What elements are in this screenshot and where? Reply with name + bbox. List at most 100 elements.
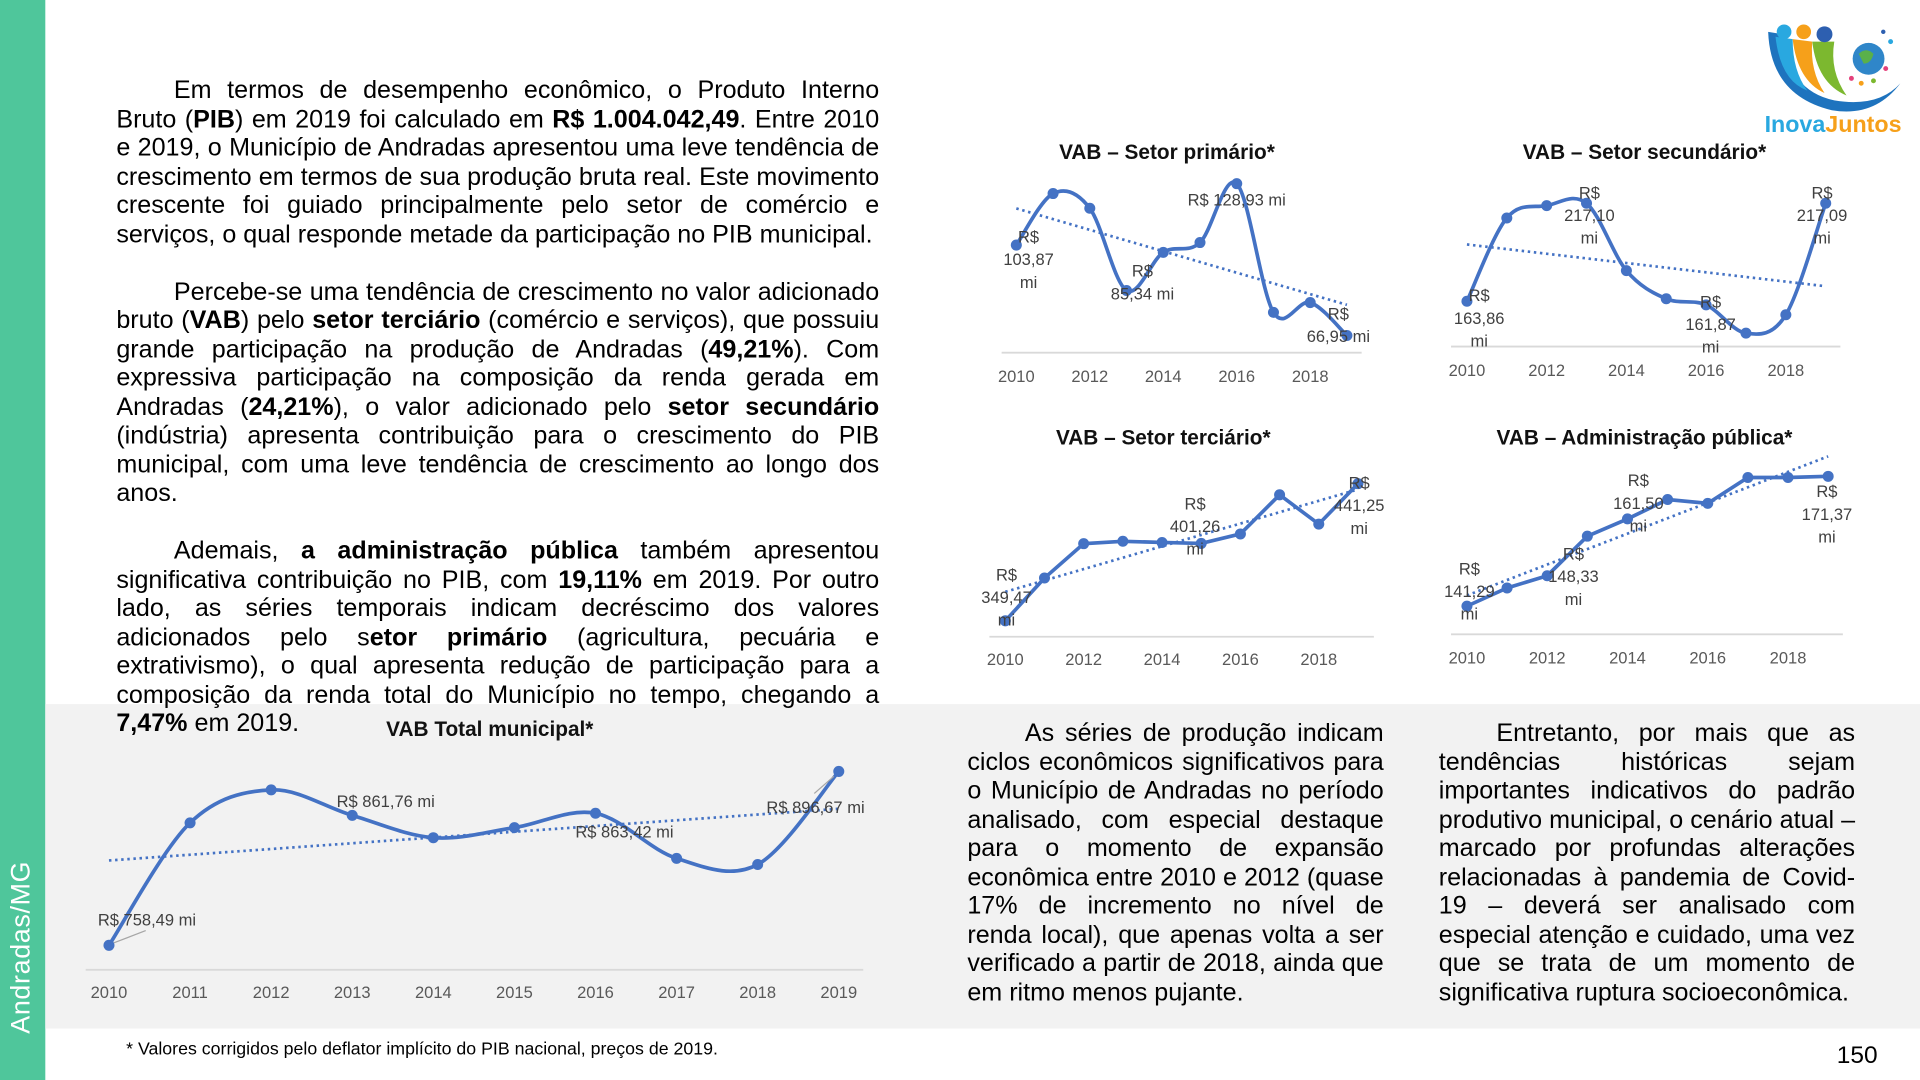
bold-text: VAB — [189, 306, 241, 335]
data-point — [1267, 306, 1279, 318]
data-label-line: mi — [1818, 527, 1835, 546]
footnote: * Valores corrigidos pelo deflator implí… — [126, 1039, 718, 1060]
data-label-line: R$ 863,42 mi — [575, 823, 673, 842]
data-point — [1621, 513, 1633, 525]
data-label-line: R$ — [1328, 305, 1349, 324]
series-line — [1465, 196, 1828, 336]
bold-text: 24,21% — [248, 392, 334, 421]
x-tick-label: 2010 — [1449, 361, 1486, 380]
data-label-line: 163,86 — [1454, 309, 1505, 328]
data-point — [1822, 470, 1834, 482]
data-point — [1581, 530, 1593, 542]
data-label-line: 148,33 — [1548, 567, 1599, 586]
data-point — [184, 817, 196, 829]
data-label: R$ 148,33 mi — [1548, 545, 1599, 609]
data-point — [1700, 299, 1712, 311]
data-point — [1702, 497, 1714, 509]
data-label-line: R$ — [1132, 262, 1153, 281]
x-tick-label: 2018 — [1767, 361, 1804, 380]
data-label-line: mi — [1470, 332, 1487, 351]
bottom-text-col2: Entretanto, por mais que as tendências h… — [1439, 719, 1855, 1007]
data-point — [1780, 309, 1792, 321]
x-tick-label: 2014 — [1145, 367, 1182, 386]
x-tick-label: 2018 — [739, 983, 776, 1002]
chart-primario: VAB – Setor primário* 2010 2012 2014 2016 201… — [998, 141, 1370, 386]
bold-text: etor primário — [369, 622, 548, 651]
data-label: R$ 141,29 mi — [1444, 559, 1495, 623]
data-point — [1541, 570, 1553, 582]
data-point — [1084, 202, 1096, 214]
chart-total: VAB Total municipal* 2010 2011 2012 2013 2014… — [85, 718, 865, 1002]
data-label-line: mi — [1813, 229, 1830, 248]
data-label-line: R$ — [1700, 292, 1721, 311]
data-label-line: R$ — [1459, 559, 1480, 578]
data-label-line: mi — [1020, 273, 1037, 292]
x-tick-label: 2012 — [1065, 650, 1102, 669]
data-label: R$ 217,10 mi — [1564, 183, 1615, 247]
text-run: Percebe-se uma tendência de crescimento … — [116, 277, 880, 335]
data-label-line: R$ — [1563, 545, 1584, 564]
bold-text: setor terciário — [312, 306, 481, 335]
bold-text: a administração pública — [300, 536, 618, 565]
x-tick-label: 2018 — [1292, 367, 1329, 386]
data-point — [1157, 246, 1169, 258]
trendline — [1015, 207, 1348, 307]
data-label-line: mi — [1581, 229, 1598, 248]
data-point — [1047, 188, 1059, 200]
data-label-line: R$ — [1816, 482, 1837, 501]
leader-line — [813, 775, 835, 794]
data-label: R$ 128,93 mi — [1188, 191, 1286, 210]
trendline — [1466, 243, 1826, 288]
data-point — [999, 615, 1011, 627]
data-label-line: 349,47 — [981, 588, 1032, 607]
data-label-line: 103,87 — [1003, 250, 1054, 269]
paragraph: Em termos de desempenho econômico, o Pro… — [116, 76, 879, 249]
data-label: R$ 161,87 mi — [1685, 292, 1736, 356]
data-point — [1234, 528, 1246, 540]
x-tick-label: 2012 — [1071, 367, 1108, 386]
data-label-line: mi — [998, 611, 1015, 630]
data-label: R$ 171,37 mi — [1802, 482, 1853, 546]
x-tick-label: 2018 — [1300, 650, 1337, 669]
bold-text: 49,21% — [708, 334, 794, 364]
x-tick-label: 2010 — [1449, 649, 1486, 668]
data-label-line: 217,10 — [1564, 206, 1615, 225]
x-tick-label: 2010 — [987, 650, 1024, 669]
chart-title: VAB – Setor terciário* — [1056, 426, 1271, 449]
paragraph: Ademais, a administração pública também … — [116, 536, 879, 737]
data-label-line: mi — [1350, 519, 1367, 538]
text-run: Em termos de desempenho econômico, o Pro… — [116, 75, 880, 133]
data-point — [1341, 330, 1353, 342]
data-label-line: R$ — [1349, 474, 1370, 493]
x-tick-label: 2011 — [172, 983, 208, 1002]
x-tick-label: 2014 — [415, 983, 452, 1002]
data-point — [1820, 197, 1832, 209]
x-tick-label: 2010 — [998, 367, 1035, 386]
data-label-line: R$ 896,67 mi — [766, 798, 864, 817]
chart-title: VAB – Administração pública* — [1497, 426, 1794, 449]
data-label: R$ 861,76 mi — [337, 792, 435, 811]
trendline — [1004, 488, 1359, 594]
chart-administracao: VAB – Administração pública* 2010 2012 2014… — [1444, 426, 1852, 667]
data-label-line: R$ — [1469, 286, 1490, 305]
data-point — [1541, 200, 1553, 212]
gray-band — [45, 704, 1920, 1029]
data-point — [590, 807, 602, 819]
text-run: ), o valor adicionado pelo — [333, 392, 668, 421]
text-run: ) pelo — [240, 306, 313, 335]
x-tick-label: 2012 — [253, 983, 290, 1002]
data-label-line: R$ — [1811, 183, 1832, 202]
page-number: 150 — [1836, 1042, 1878, 1069]
x-tick-label: 2014 — [1609, 649, 1646, 668]
text-run: (agricultura, pecuária e extrativismo), … — [116, 622, 880, 709]
data-label-line: R$ — [1579, 183, 1600, 202]
data-label-line: R$ — [996, 565, 1017, 584]
x-tick-label: 2019 — [820, 983, 857, 1002]
text-run: em 2019. Por outro lado, as séries tempo… — [116, 565, 880, 651]
data-label-line: 171,37 — [1802, 505, 1853, 524]
x-tick-label: 2013 — [334, 983, 371, 1002]
x-tick-label: 2016 — [1222, 650, 1259, 669]
data-point — [1782, 471, 1794, 484]
